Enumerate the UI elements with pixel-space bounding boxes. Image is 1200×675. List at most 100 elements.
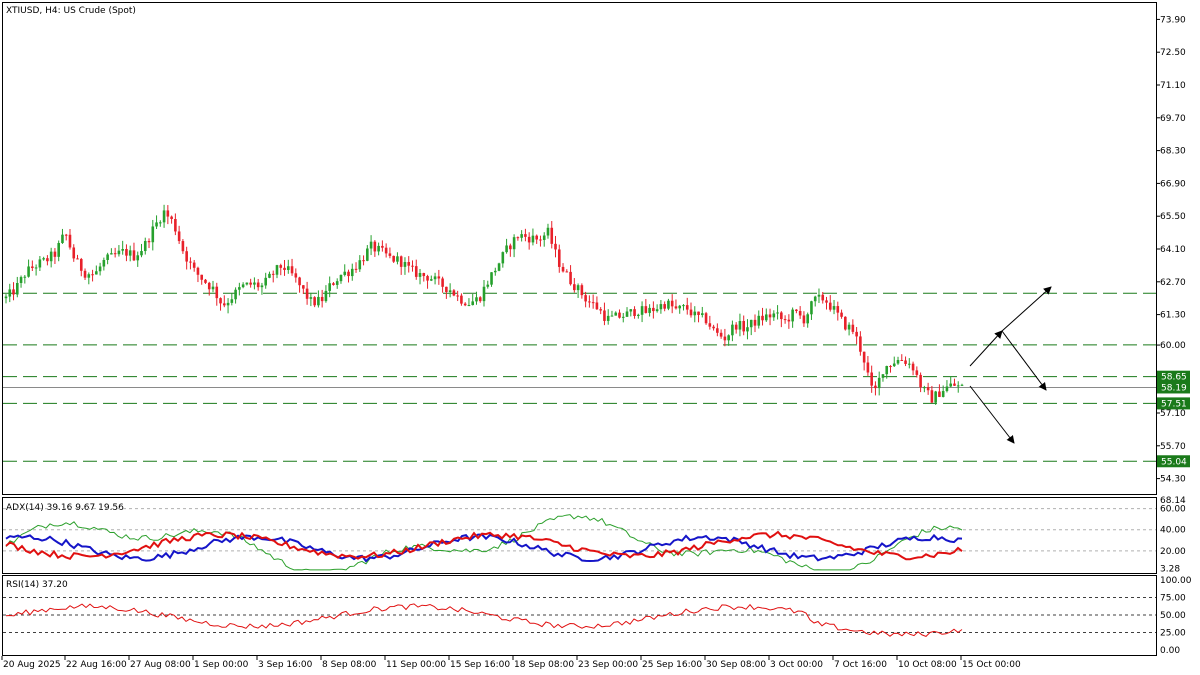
candle-bull (749, 319, 753, 328)
candle-bear (859, 336, 862, 352)
price-tick-label: 65.50 (1160, 212, 1186, 222)
candle-bull (238, 287, 241, 290)
price-tick-label: 66.90 (1160, 179, 1186, 189)
candle-bull (268, 273, 271, 278)
projection-arrow (1001, 330, 1047, 391)
candle-bear (392, 255, 395, 262)
candle-bear (565, 271, 569, 273)
candle-bear (362, 260, 365, 262)
candle-bull (678, 305, 682, 309)
candle-bear (298, 277, 301, 286)
candle-bear (787, 319, 791, 322)
adx-tick-label: 68.14 (1160, 496, 1186, 506)
candle-bear (802, 315, 806, 324)
candle-bull (497, 263, 501, 271)
projection-arrow (969, 330, 1003, 367)
candle-bear (697, 311, 700, 316)
candle-bear (305, 288, 309, 299)
candle-bear (900, 360, 904, 362)
candle-bull (896, 360, 900, 364)
candle-bull (140, 251, 143, 256)
candle-bear (189, 261, 192, 263)
candle-bull (810, 301, 813, 315)
candle-bull (241, 284, 245, 288)
candle-bull (8, 289, 12, 297)
candle-bear (652, 307, 655, 312)
candle-bear (685, 305, 689, 310)
time-tick-label: 7 Oct 16:00 (834, 660, 887, 670)
candle-bear (192, 262, 196, 268)
candle-bull (772, 313, 776, 318)
candlestick-series (4, 204, 964, 405)
candle-bear (332, 283, 335, 285)
candle-bull (230, 299, 234, 303)
adx-tick-label: 3.28 (1160, 565, 1180, 575)
candle-bull (637, 314, 640, 316)
candle-bull (614, 312, 618, 316)
candle-bull (731, 324, 734, 336)
candle-bear (196, 267, 200, 275)
candle-bull (621, 316, 625, 318)
candle-bear (384, 247, 388, 254)
candle-bull (881, 374, 885, 378)
candle-bull (493, 270, 497, 273)
candle-bull (317, 296, 320, 306)
candle-bear (926, 387, 930, 391)
candle-bear (595, 302, 599, 310)
candle-bull (264, 277, 268, 286)
candle-bull (640, 306, 644, 315)
time-tick-label: 3 Sep 16:00 (258, 660, 313, 670)
candle-bear (844, 316, 847, 330)
candle-bear (663, 304, 666, 309)
candle-bear (644, 306, 648, 313)
candle-bull (366, 248, 369, 261)
candle-bull (275, 265, 279, 275)
candle-bull (350, 268, 354, 277)
candle-bull (102, 259, 106, 267)
candle-bear (478, 297, 482, 302)
candle-bull (648, 307, 651, 313)
candle-bull (467, 305, 471, 307)
time-tick-label: 15 Oct 00:00 (962, 660, 1021, 670)
candle-bull (885, 366, 889, 375)
candle-bear (445, 286, 448, 293)
price-tick-label: 60.00 (1160, 341, 1186, 351)
price-label-box (1157, 397, 1190, 410)
candle-bull (309, 297, 313, 299)
price-tick-label: 64.10 (1160, 245, 1186, 255)
candle-bear (215, 286, 219, 299)
candle-bear (426, 276, 429, 281)
rsi-tick-label: 50.00 (1160, 611, 1186, 621)
adx-tick-label: 40.00 (1160, 526, 1186, 536)
candle-bull (151, 226, 155, 243)
candle-bull (260, 285, 264, 288)
candle-bear (753, 319, 757, 326)
candle-bull (121, 249, 124, 251)
candle-bull (396, 256, 399, 262)
candle-bull (576, 285, 580, 291)
support-resistance-levels (3, 292, 1156, 462)
candle-bear (166, 210, 170, 217)
candle-bear (603, 310, 606, 321)
candle-bull (817, 294, 821, 297)
candle-bull (155, 222, 158, 227)
candle-bear (302, 285, 305, 289)
candle-bull (486, 284, 490, 287)
candle-bear (569, 271, 572, 285)
candle-bear (783, 319, 787, 321)
time-axis: 20 Aug 2025 22 Aug 16:00 27 Aug 08:00 1 Sep… (1, 656, 1021, 670)
candle-bull (700, 313, 704, 316)
candle-bull (908, 363, 911, 365)
candle-bull (49, 251, 53, 262)
candle-bear (953, 383, 956, 386)
plus-di-line (5, 533, 963, 563)
price-label: 55.04 (1161, 457, 1187, 467)
candle-bear (719, 332, 723, 337)
candle-bull (42, 258, 45, 260)
candle-bear (866, 362, 870, 373)
candle-bull (764, 314, 768, 321)
candle-bear (373, 241, 377, 252)
candle-bull (136, 255, 140, 261)
candle-bear (768, 314, 772, 318)
candle-bear (441, 278, 444, 287)
